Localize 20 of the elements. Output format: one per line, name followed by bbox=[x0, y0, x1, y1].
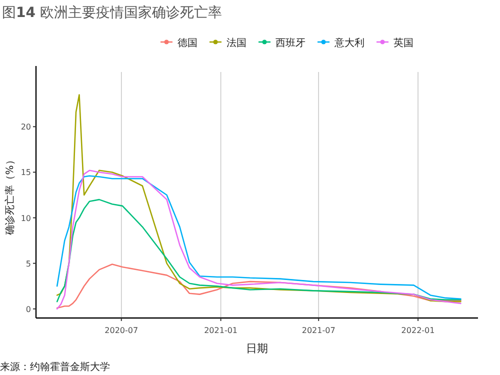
line-series bbox=[56, 198, 462, 302]
x-tick-label: 2021-01 bbox=[204, 326, 238, 335]
x-tick-label: 2020-07 bbox=[104, 326, 138, 335]
legend-label: 法国 bbox=[226, 37, 246, 49]
y-tick-label: 20 bbox=[20, 122, 31, 132]
y-axis-title: 确诊死亡率（%） bbox=[4, 155, 16, 236]
legend-label: 意大利 bbox=[334, 37, 364, 49]
x-axis-title: 日期 bbox=[246, 342, 268, 355]
x-tick-label: 2022-01 bbox=[401, 326, 435, 335]
y-tick-label: 5 bbox=[26, 259, 31, 268]
y-tick-label: 10 bbox=[20, 214, 31, 223]
legend-label: 英国 bbox=[394, 37, 414, 49]
y-tick-label: 15 bbox=[20, 168, 31, 178]
line-series bbox=[56, 94, 462, 302]
chart-title: 图14 欧洲主要疫情国家确诊死亡率 bbox=[2, 5, 222, 21]
source-note: 来源：约翰霍普金斯大学 bbox=[0, 361, 110, 373]
y-tick-label: 0 bbox=[26, 304, 31, 314]
legend-label: 德国 bbox=[178, 38, 198, 49]
legend-label: 西班牙 bbox=[276, 37, 306, 49]
x-tick-label: 2021-07 bbox=[302, 326, 336, 335]
